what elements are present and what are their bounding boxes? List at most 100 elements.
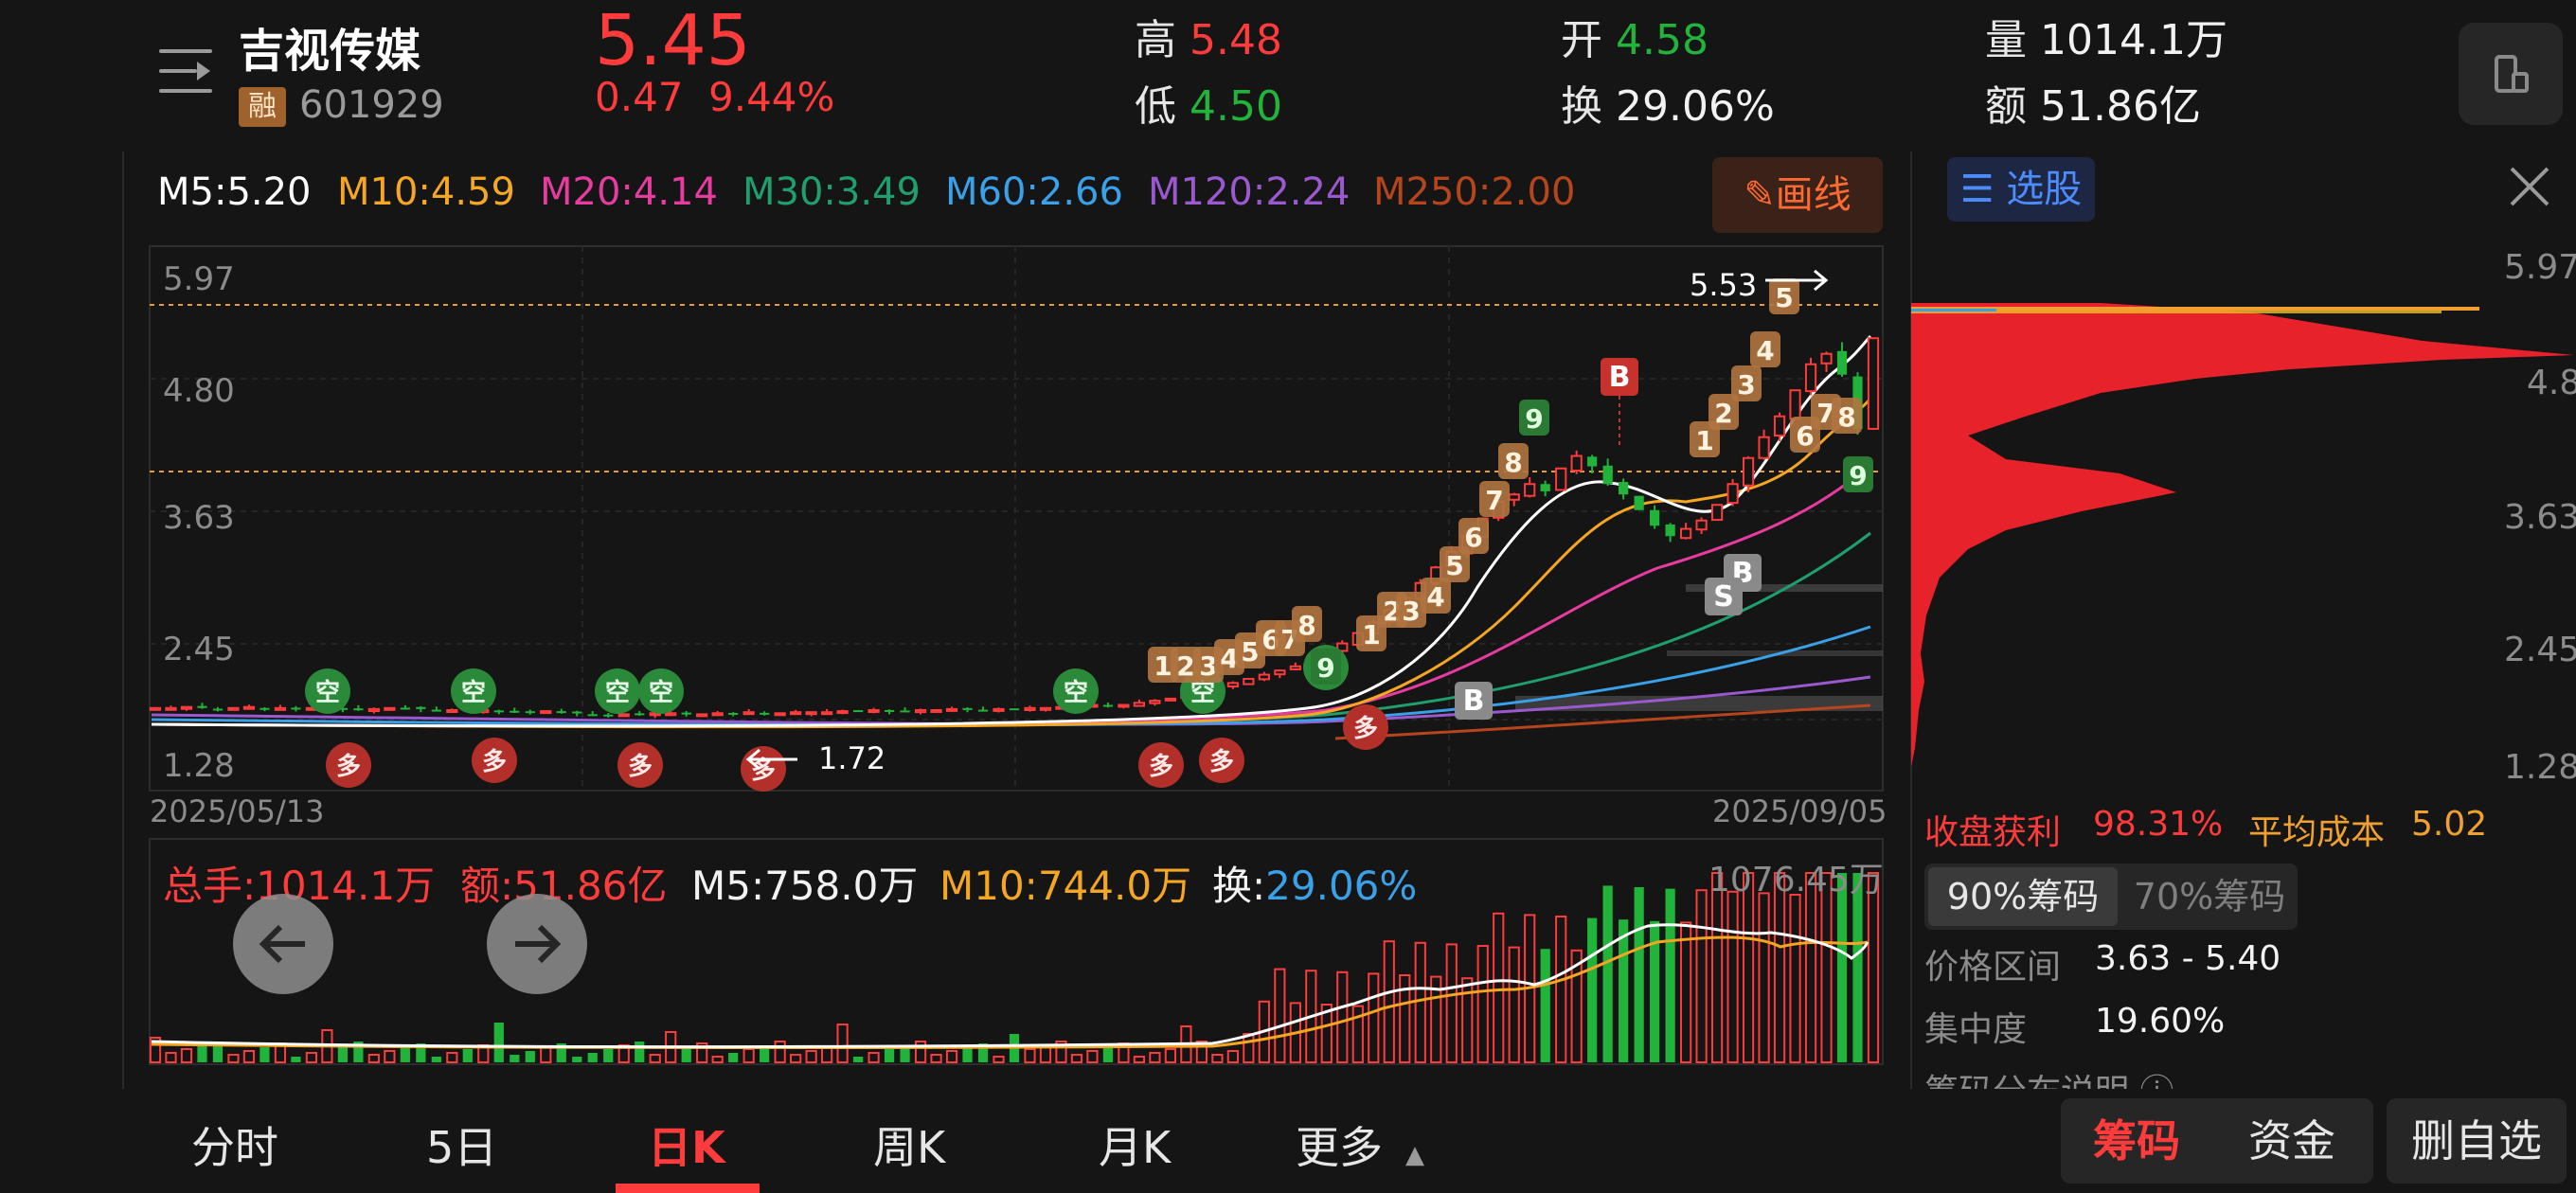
candle — [1804, 363, 1817, 393]
volume-bar — [805, 1050, 817, 1063]
amount-stat: 额 51.86亿 — [1985, 82, 2201, 131]
candle — [681, 712, 691, 715]
candle — [1555, 467, 1567, 491]
candle — [820, 711, 833, 716]
triangle-up-icon: ▲ — [1405, 1141, 1424, 1169]
tab-month-k[interactable]: 月K — [1099, 1122, 1172, 1173]
scroll-left-button[interactable] — [233, 894, 333, 994]
volume-bar — [728, 1053, 739, 1062]
y-tick: 1.28 — [163, 747, 235, 785]
volume-bar — [774, 1041, 786, 1063]
kong-signal[interactable]: 空 — [451, 668, 496, 714]
volume-bar — [1399, 974, 1411, 1063]
tab-minute[interactable]: 分时 — [191, 1122, 278, 1173]
nine-turn-badge: 4 — [1421, 578, 1451, 614]
svg-text:多: 多 — [1353, 715, 1378, 743]
kong-signal[interactable]: 空 — [305, 668, 350, 714]
chip-button[interactable]: 筹码 — [2093, 1115, 2180, 1166]
svg-text:4: 4 — [1426, 581, 1444, 613]
candle — [493, 710, 504, 713]
candle — [540, 710, 552, 715]
nine-turn-badge: 5 — [1769, 278, 1799, 314]
svg-text:多: 多 — [628, 753, 653, 781]
ma10-line — [151, 397, 1872, 729]
volume-bar — [1650, 920, 1660, 1062]
duo-signal[interactable]: 多 — [326, 742, 371, 788]
volume-bar — [1820, 872, 1833, 1063]
tab-more[interactable]: 更多 ▲ — [1296, 1122, 1424, 1173]
scroll-right-button[interactable] — [487, 894, 587, 994]
kong-signal[interactable]: 空 — [1053, 668, 1099, 714]
menu-icon[interactable] — [159, 49, 212, 93]
duo-signal[interactable]: 多 — [617, 742, 663, 788]
volume-bar — [1555, 916, 1567, 1063]
nine-turn-badge: 4 — [1750, 331, 1780, 367]
tab-day-k[interactable]: 日K — [648, 1122, 725, 1173]
svg-text:2: 2 — [1176, 650, 1194, 682]
volume-bar — [681, 1047, 691, 1062]
candle — [367, 707, 380, 713]
candle — [774, 712, 786, 717]
candle — [852, 710, 864, 713]
volume-bar — [367, 1054, 380, 1063]
volume-bar — [868, 1052, 880, 1063]
volume-bar — [1852, 873, 1863, 1062]
kline-chart-area[interactable]: 5.97 4.80 3.63 2.45 1.28 2025/05/13 2025… — [0, 151, 2576, 1089]
buy-signal[interactable]: B — [1601, 358, 1638, 396]
volume-bar — [305, 1052, 318, 1063]
duo-signal[interactable]: 多 — [741, 746, 786, 792]
svg-text:2: 2 — [1714, 398, 1732, 429]
volume-bar — [930, 1054, 942, 1063]
volume-bar — [742, 1048, 755, 1063]
svg-text:空: 空 — [649, 678, 673, 707]
kong-signal[interactable]: 空 — [638, 668, 684, 714]
candle — [416, 706, 426, 709]
svg-text:6: 6 — [1464, 522, 1482, 553]
candle — [1039, 706, 1052, 711]
nine-turn-badge: 8 — [1832, 398, 1862, 434]
candle — [945, 707, 958, 712]
duo-signal[interactable]: 多 — [472, 738, 517, 783]
sell-signal[interactable]: S — [1705, 578, 1743, 615]
fund-button[interactable]: 资金 — [2248, 1115, 2335, 1166]
tab-70-chip[interactable]: 70%筹码 — [2133, 876, 2286, 917]
kong-signal[interactable]: 空 — [595, 668, 640, 714]
volume-bar — [1149, 1052, 1161, 1063]
candle — [197, 705, 207, 708]
duo-signal[interactable]: 多 — [1343, 704, 1388, 750]
candle — [665, 712, 677, 717]
chip-explain-link[interactable]: 筹码分布说明 ⓘ — [1924, 1064, 2174, 1089]
volume-bar — [790, 1054, 802, 1063]
tab-90-chip[interactable]: 90%筹码 — [1928, 867, 2118, 926]
volume-bar — [1726, 890, 1739, 1063]
close-icon[interactable] — [2506, 163, 2553, 210]
start-date: 2025/05/13 — [150, 793, 324, 829]
volume-bar — [242, 1050, 256, 1063]
volume-bar — [384, 1050, 396, 1063]
y-tick: 3.63 — [163, 499, 235, 537]
volume-ma10: M10:744.0万 — [939, 863, 1192, 909]
duo-signal[interactable]: 多 — [1199, 738, 1244, 783]
price-change: 0.47 — [595, 74, 684, 120]
remove-watchlist-button[interactable]: 删自选 — [2387, 1098, 2567, 1184]
volume-bar — [1164, 1048, 1177, 1063]
candle — [1634, 495, 1644, 510]
select-stock-button[interactable]: ☰ 选股 — [1947, 157, 2095, 222]
duo-signal[interactable]: 多 — [1138, 742, 1184, 788]
tab-5day[interactable]: 5日 — [426, 1122, 498, 1173]
nine-turn-badge: 3 — [1396, 592, 1426, 628]
candle — [1289, 665, 1301, 670]
device-switch-button[interactable] — [2459, 23, 2563, 125]
volume-bar — [1305, 970, 1317, 1063]
candle — [259, 707, 270, 710]
volume-bar — [962, 1047, 973, 1062]
volume-bar — [1742, 872, 1755, 1063]
draw-line-button[interactable]: ✎画线 — [1712, 157, 1883, 233]
volume-bar — [635, 1042, 645, 1062]
tab-week-k[interactable]: 周K — [873, 1122, 946, 1173]
candle — [1602, 465, 1613, 485]
volume-bar — [556, 1043, 566, 1062]
buy-signal[interactable]: B — [1455, 682, 1493, 720]
volume-bar — [493, 1023, 504, 1062]
volume-bar — [400, 1047, 410, 1062]
